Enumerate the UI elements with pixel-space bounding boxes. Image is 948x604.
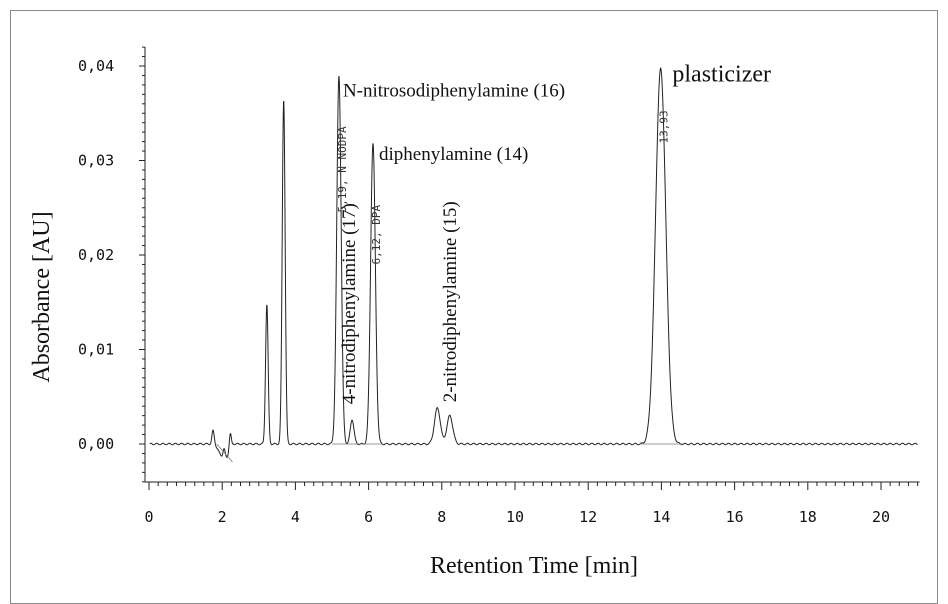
- x-tick-label: 12: [579, 508, 597, 526]
- chromatogram-trace: [149, 66, 918, 458]
- x-tick-label: 14: [652, 508, 670, 526]
- label-2-nitrodiphenylamine: 2-nitrodiphenylamine (15): [440, 201, 461, 402]
- rt-label-dpa: 6,12, DPA: [370, 204, 383, 264]
- x-tick-label: 2: [218, 508, 227, 526]
- x-tick-label: 8: [437, 508, 446, 526]
- x-tick-label: 6: [364, 508, 373, 526]
- x-axis-title: Retention Time [min]: [430, 553, 638, 579]
- label-plasticizer: plasticizer: [672, 62, 771, 88]
- y-tick-label: 0,04: [78, 57, 114, 75]
- x-tick-label: 18: [799, 508, 817, 526]
- y-tick-label: 0,02: [78, 246, 114, 264]
- x-tick-label: 20: [872, 508, 890, 526]
- rt-label-plasticizer: 13,93: [658, 110, 671, 143]
- y-axis-title: Absorbance [AU]: [29, 211, 55, 382]
- y-tick-label: 0,00: [78, 435, 114, 453]
- label-4-nitrodiphenylamine: 4-nitrodiphenylamine (17): [339, 203, 360, 404]
- x-tick-label: 4: [291, 508, 300, 526]
- y-tick-label: 0,01: [78, 341, 114, 359]
- baseline-segment: [216, 443, 233, 463]
- label-n-nitrosodiphenylamine: N-nitrosodiphenylamine (16): [343, 81, 565, 102]
- axes: 0,00 0,01 0,02 0,03 0,04 0 2 4 6 8 10 12 14 16 18 20: [78, 46, 920, 526]
- y-tick-label: 0,03: [78, 152, 114, 170]
- trace-layer: [149, 66, 918, 463]
- x-tick-label: 10: [506, 508, 524, 526]
- x-tick-label: 0: [144, 508, 153, 526]
- x-tick-label: 16: [726, 508, 744, 526]
- rt-label-ndpa: 5,19, N NODPA: [336, 126, 349, 212]
- label-diphenylamine: diphenylamine (14): [379, 144, 528, 165]
